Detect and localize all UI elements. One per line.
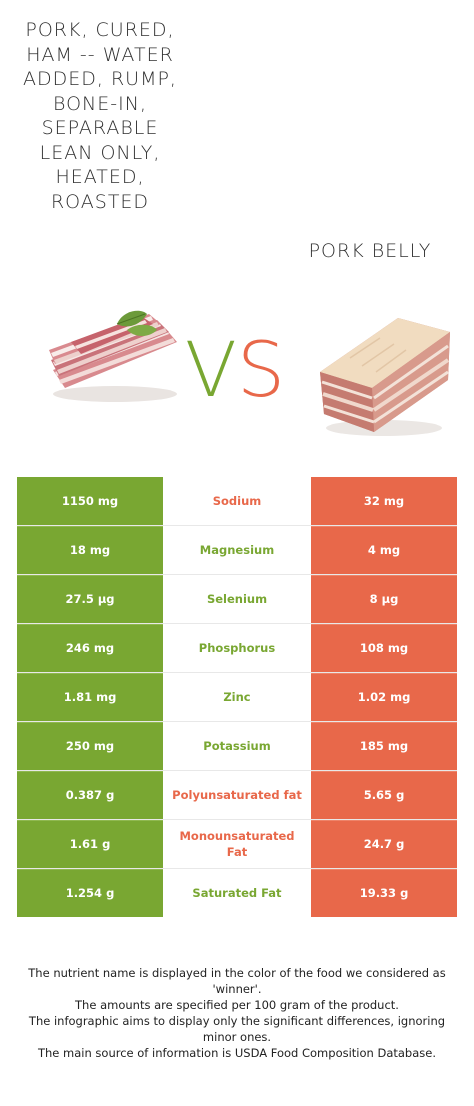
footer-line-winner: The nutrient name is displayed in the co… <box>28 966 446 996</box>
right-food-title: Pork belly <box>308 240 432 262</box>
left-food-title: Pork, cured, ham -- water added, rump, b… <box>23 19 177 213</box>
nutrient-name: Potassium <box>203 739 271 753</box>
table-row: 1150 mg Sodium 32 mg <box>17 477 457 526</box>
table-row: 27.5 µg Selenium 8 µg <box>17 575 457 624</box>
table-row: 1.81 mg Zinc 1.02 mg <box>17 673 457 722</box>
nutrient-name: Saturated Fat <box>192 886 282 900</box>
nutrient-name-cell: Monounsaturated Fat <box>163 820 311 868</box>
right-food-value: 8 µg <box>311 575 457 623</box>
left-food-value: 1150 mg <box>17 477 163 525</box>
nutrient-name: Phosphorus <box>198 641 276 655</box>
right-food-value: 108 mg <box>311 624 457 672</box>
table-row: 246 mg Phosphorus 108 mg <box>17 624 457 673</box>
right-food-value: 32 mg <box>311 477 457 525</box>
nutrient-name-cell: Polyunsaturated fat <box>163 771 311 819</box>
table-row: 1.254 g Saturated Fat 19.33 g <box>17 869 457 917</box>
nutrient-name-cell: Saturated Fat <box>163 869 311 917</box>
left-food-value: 18 mg <box>17 526 163 574</box>
left-food-value: 1.254 g <box>17 869 163 917</box>
right-food-value: 19.33 g <box>311 869 457 917</box>
nutrient-comparison-table: 1150 mg Sodium 32 mg 18 mg Magnesium 4 mg 27.5… <box>17 477 457 917</box>
footer-line-source: The main source of information is USDA F… <box>37 1046 436 1060</box>
vs-label: VS <box>184 325 286 414</box>
nutrient-name-cell: Selenium <box>163 575 311 623</box>
nutrient-name-cell: Sodium <box>163 477 311 525</box>
sliced-bacon-icon <box>49 310 177 402</box>
right-food-value: 24.7 g <box>311 820 457 868</box>
footer-line-amounts: The amounts are specified per 100 gram o… <box>75 998 399 1012</box>
nutrient-name: Selenium <box>206 592 268 606</box>
left-food-value: 1.81 mg <box>17 673 163 721</box>
table-row: 18 mg Magnesium 4 mg <box>17 526 457 575</box>
footer-notes: The nutrient name is displayed in the co… <box>14 965 460 1061</box>
nutrient-name: Zinc <box>223 690 251 704</box>
right-food-value: 185 mg <box>311 722 457 770</box>
nutrient-name: Magnesium <box>199 543 275 557</box>
left-food-value: 27.5 µg <box>17 575 163 623</box>
nutrient-name: Monounsaturated Fat <box>179 829 295 859</box>
nutrient-name-cell: Potassium <box>163 722 311 770</box>
left-food-value: 246 mg <box>17 624 163 672</box>
nutrient-name: Polyunsaturated fat <box>172 788 302 802</box>
footer-line-aim: The infographic aims to display only the… <box>28 1014 446 1044</box>
nutrient-name-cell: Phosphorus <box>163 624 311 672</box>
pork-belly-slab-icon <box>320 318 450 436</box>
nutrient-name-cell: Zinc <box>163 673 311 721</box>
table-row: 250 mg Potassium 185 mg <box>17 722 457 771</box>
left-food-value: 1.61 g <box>17 820 163 868</box>
table-row: 1.61 g Monounsaturated Fat 24.7 g <box>17 820 457 869</box>
table-row: 0.387 g Polyunsaturated fat 5.65 g <box>17 771 457 820</box>
left-food-value: 0.387 g <box>17 771 163 819</box>
nutrient-name-cell: Magnesium <box>163 526 311 574</box>
nutrient-name: Sodium <box>212 494 262 508</box>
right-food-value: 4 mg <box>311 526 457 574</box>
left-food-value: 250 mg <box>17 722 163 770</box>
right-food-value: 5.65 g <box>311 771 457 819</box>
right-food-value: 1.02 mg <box>311 673 457 721</box>
